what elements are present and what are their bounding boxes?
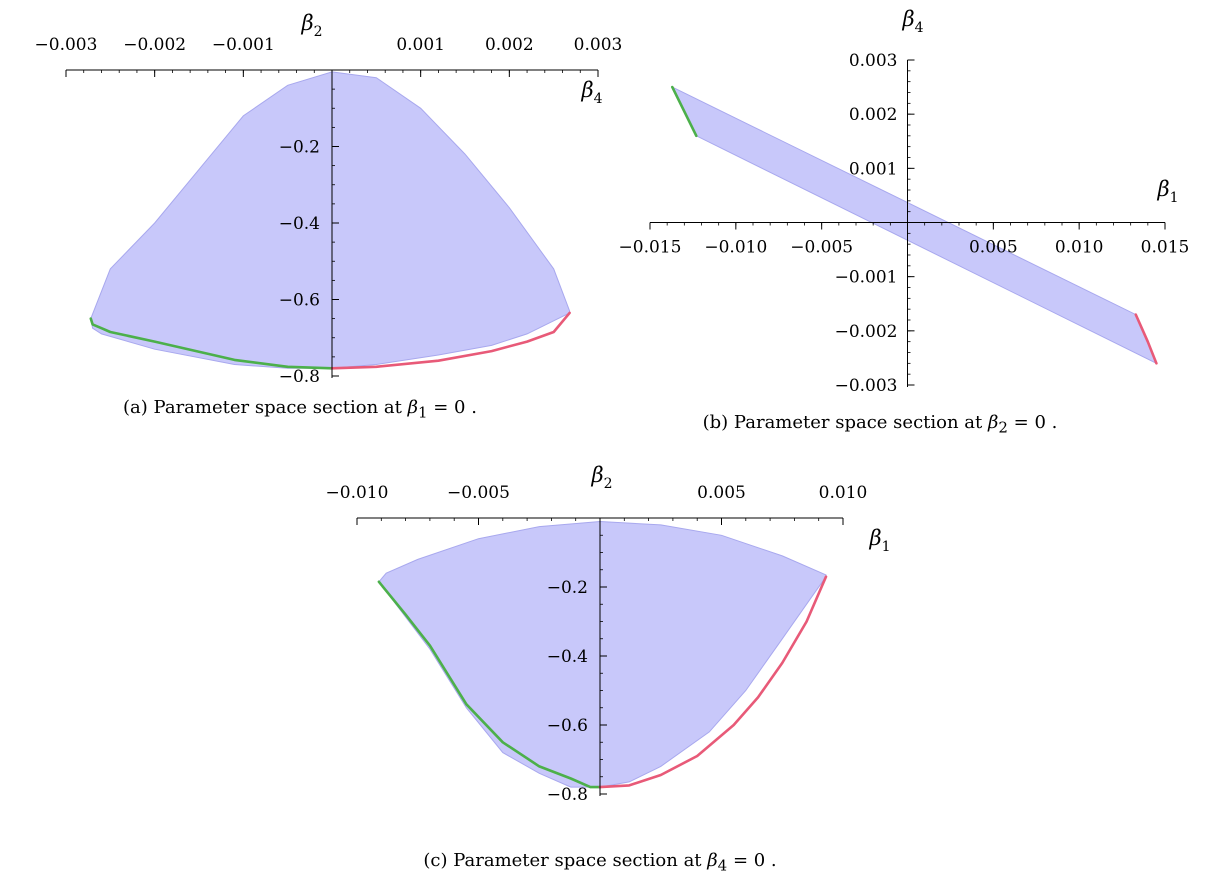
y-tick-label: 0.001 (849, 159, 898, 179)
caption-b: (b) Parameter space section at β2 = 0 . (702, 412, 1058, 437)
feasible-region (90, 71, 571, 369)
x-tick-label: 0.001 (396, 35, 445, 55)
caption-a: (a) Parameter space section at β1 = 0 . (123, 397, 477, 422)
x-axis-label: β4 (580, 78, 602, 107)
boundary-curve-green (89, 317, 334, 370)
x-tick-label: 0.010 (819, 483, 868, 503)
chart-panel-a: −0.003 −0.002 −0.001 0.001 0.002 0.003 −0.2 −0.… (35, 11, 623, 387)
y-tick-label: −0.003 (835, 376, 898, 396)
boundary-curve-green (671, 85, 698, 138)
feasible-region (671, 86, 1158, 365)
y-tick-label: −0.4 (547, 647, 588, 667)
y-tick-label: 0.002 (849, 105, 898, 125)
y-axis-label: β4 (901, 7, 923, 36)
x-tick-label: 0.002 (485, 35, 534, 55)
y-axis-label: β2 (300, 11, 322, 40)
x-tick-label: −0.003 (35, 35, 98, 55)
x-tick-label: −0.015 (619, 238, 682, 258)
y-tick-label: −0.002 (835, 322, 898, 342)
x-tick-label: 0.015 (1141, 238, 1190, 258)
x-tick-label: −0.010 (704, 238, 767, 258)
boundary-curve-red (598, 575, 828, 789)
y-tick-label: −0.4 (279, 214, 320, 234)
x-tick-label: −0.010 (326, 483, 389, 503)
chart-panel-b: −0.015 −0.010 −0.005 0.005 0.010 0.015 0.003 0.… (619, 7, 1190, 396)
x-tick-label: −0.002 (123, 35, 186, 55)
boundary-curve-red (330, 311, 571, 370)
x-tick-label: 0.010 (1055, 238, 1104, 258)
y-tick-label: −0.6 (547, 716, 588, 736)
y-tick-label: −0.2 (547, 578, 588, 598)
x-tick-label: −0.001 (212, 35, 275, 55)
boundary-curve-green (377, 580, 602, 789)
x-tick-label: −0.005 (790, 238, 853, 258)
caption-c: (c) Parameter space section at β4 = 0 . (423, 850, 777, 875)
y-tick-label: −0.2 (279, 138, 320, 158)
x-tick-label: 0.005 (697, 483, 746, 503)
x-tick-label: 0.005 (969, 238, 1018, 258)
y-tick-label: −0.6 (279, 291, 320, 311)
y-axis-label: β2 (590, 463, 612, 492)
y-tick-label: −0.8 (547, 785, 588, 805)
x-tick-label: 0.003 (574, 35, 623, 55)
chart-panel-c: −0.010 −0.005 0.005 0.010 −0.2 −0.4 −0.6 −0.8 β1… (326, 463, 891, 805)
y-tick-label: 0.003 (849, 51, 898, 71)
y-tick-label: −0.001 (835, 268, 898, 288)
x-axis-label: β1 (868, 526, 890, 555)
x-axis-label: β1 (1156, 177, 1178, 206)
boundary-curve-red (1134, 313, 1158, 365)
feasible-region (378, 520, 827, 788)
x-tick-label: −0.005 (447, 483, 510, 503)
y-tick-label: −0.8 (279, 367, 320, 387)
